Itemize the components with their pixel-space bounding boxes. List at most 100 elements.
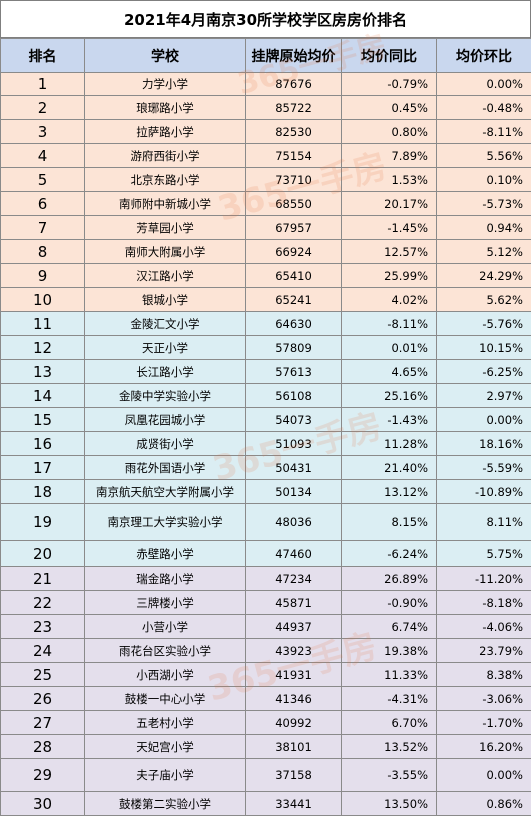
mom-cell: 8.38% [436, 662, 531, 687]
rank-cell: 29 [0, 758, 85, 792]
school-cell: 三牌楼小学 [84, 590, 246, 615]
price-cell: 68550 [245, 191, 342, 216]
price-cell: 65241 [245, 287, 342, 312]
yoy-cell: 7.89% [341, 143, 437, 168]
header-yoy: 均价同比 [341, 38, 437, 73]
table-row: 19 南京理工大学实验小学 48036 8.15% 8.11% [0, 503, 531, 541]
table-row: 11 金陵汇文小学 64630 -8.11% -5.76% [0, 311, 531, 336]
price-cell: 45871 [245, 590, 342, 615]
yoy-cell: -1.43% [341, 407, 437, 432]
sheet-title: 2021年4月南京30所学校学区房房价排名 [0, 0, 531, 38]
yoy-cell: -0.90% [341, 590, 437, 615]
school-cell: 银城小学 [84, 287, 246, 312]
yoy-cell: 19.38% [341, 638, 437, 663]
school-cell: 琅琊路小学 [84, 95, 246, 120]
table-row: 22 三牌楼小学 45871 -0.90% -8.18% [0, 590, 531, 615]
price-cell: 54073 [245, 407, 342, 432]
mom-cell: -8.18% [436, 590, 531, 615]
mom-cell: -10.89% [436, 479, 531, 504]
rank-cell: 28 [0, 734, 85, 759]
school-cell: 游府西街小学 [84, 143, 246, 168]
price-cell: 82530 [245, 119, 342, 144]
price-cell: 75154 [245, 143, 342, 168]
school-cell: 天正小学 [84, 335, 246, 360]
school-cell: 芳草园小学 [84, 215, 246, 240]
yoy-cell: -6.24% [341, 540, 437, 567]
yoy-cell: 13.12% [341, 479, 437, 504]
school-cell: 雨花外国语小学 [84, 455, 246, 480]
table-row: 25 小西湖小学 41931 11.33% 8.38% [0, 662, 531, 687]
rank-cell: 4 [0, 143, 85, 168]
price-cell: 50431 [245, 455, 342, 480]
table-row: 8 南师大附属小学 66924 12.57% 5.12% [0, 239, 531, 264]
mom-cell: -5.59% [436, 455, 531, 480]
mom-cell: 23.79% [436, 638, 531, 663]
school-cell: 南师附中新城小学 [84, 191, 246, 216]
price-cell: 56108 [245, 383, 342, 408]
mom-cell: -6.25% [436, 359, 531, 384]
yoy-cell: 0.45% [341, 95, 437, 120]
mom-cell: -5.73% [436, 191, 531, 216]
yoy-cell: -8.11% [341, 311, 437, 336]
table-row: 10 银城小学 65241 4.02% 5.62% [0, 287, 531, 312]
rank-cell: 9 [0, 263, 85, 288]
school-cell: 雨花台区实验小学 [84, 638, 246, 663]
school-cell: 汉江路小学 [84, 263, 246, 288]
rank-cell: 22 [0, 590, 85, 615]
school-cell: 成贤街小学 [84, 431, 246, 456]
mom-cell: 0.86% [436, 791, 531, 816]
rank-cell: 17 [0, 455, 85, 480]
yoy-cell: 21.40% [341, 455, 437, 480]
table-row: 24 雨花台区实验小学 43923 19.38% 23.79% [0, 638, 531, 663]
mom-cell: -11.20% [436, 566, 531, 591]
table-row: 3 拉萨路小学 82530 0.80% -8.11% [0, 119, 531, 144]
mom-cell: 10.15% [436, 335, 531, 360]
school-cell: 长江路小学 [84, 359, 246, 384]
table-row: 7 芳草园小学 67957 -1.45% 0.94% [0, 215, 531, 240]
mom-cell: 5.75% [436, 540, 531, 567]
price-cell: 48036 [245, 503, 342, 541]
price-cell: 64630 [245, 311, 342, 336]
yoy-cell: 11.28% [341, 431, 437, 456]
table-row: 23 小营小学 44937 6.74% -4.06% [0, 614, 531, 639]
rank-cell: 19 [0, 503, 85, 541]
table-row: 12 天正小学 57809 0.01% 10.15% [0, 335, 531, 360]
table-row: 4 游府西街小学 75154 7.89% 5.56% [0, 143, 531, 168]
mom-cell: 5.12% [436, 239, 531, 264]
yoy-cell: 0.01% [341, 335, 437, 360]
price-cell: 38101 [245, 734, 342, 759]
rank-cell: 23 [0, 614, 85, 639]
table-row: 27 五老村小学 40992 6.70% -1.70% [0, 710, 531, 735]
rank-cell: 24 [0, 638, 85, 663]
table-body: 1 力学小学 87676 -0.79% 0.00% 2 琅琊路小学 85722 0.45% -0.… [0, 72, 531, 816]
table-row: 26 鼓楼一中心小学 41346 -4.31% -3.06% [0, 686, 531, 711]
table-row: 14 金陵中学实验小学 56108 25.16% 2.97% [0, 383, 531, 408]
school-cell: 小西湖小学 [84, 662, 246, 687]
yoy-cell: 4.02% [341, 287, 437, 312]
header-rank: 排名 [0, 38, 85, 73]
table-row: 21 瑞金路小学 47234 26.89% -11.20% [0, 566, 531, 591]
yoy-cell: 8.15% [341, 503, 437, 541]
header-mom: 均价环比 [436, 38, 531, 73]
mom-cell: 0.10% [436, 167, 531, 192]
rank-cell: 3 [0, 119, 85, 144]
mom-cell: 5.56% [436, 143, 531, 168]
price-cell: 40992 [245, 710, 342, 735]
price-cell: 47234 [245, 566, 342, 591]
yoy-cell: 6.70% [341, 710, 437, 735]
table-row: 30 鼓楼第二实验小学 33441 13.50% 0.86% [0, 791, 531, 816]
price-cell: 51093 [245, 431, 342, 456]
rank-cell: 16 [0, 431, 85, 456]
ranking-table: 排名 学校 挂牌原始均价 均价同比 均价环比 1 力学小学 87676 -0.79% 0… [0, 38, 531, 816]
mom-cell: -8.11% [436, 119, 531, 144]
yoy-cell: -0.79% [341, 72, 437, 96]
table-row: 29 夫子庙小学 37158 -3.55% 0.00% [0, 758, 531, 792]
mom-cell: 8.11% [436, 503, 531, 541]
rank-cell: 6 [0, 191, 85, 216]
rank-cell: 2 [0, 95, 85, 120]
yoy-cell: -3.55% [341, 758, 437, 792]
header-price: 挂牌原始均价 [245, 38, 342, 73]
table-row: 6 南师附中新城小学 68550 20.17% -5.73% [0, 191, 531, 216]
rank-cell: 26 [0, 686, 85, 711]
mom-cell: 0.00% [436, 758, 531, 792]
